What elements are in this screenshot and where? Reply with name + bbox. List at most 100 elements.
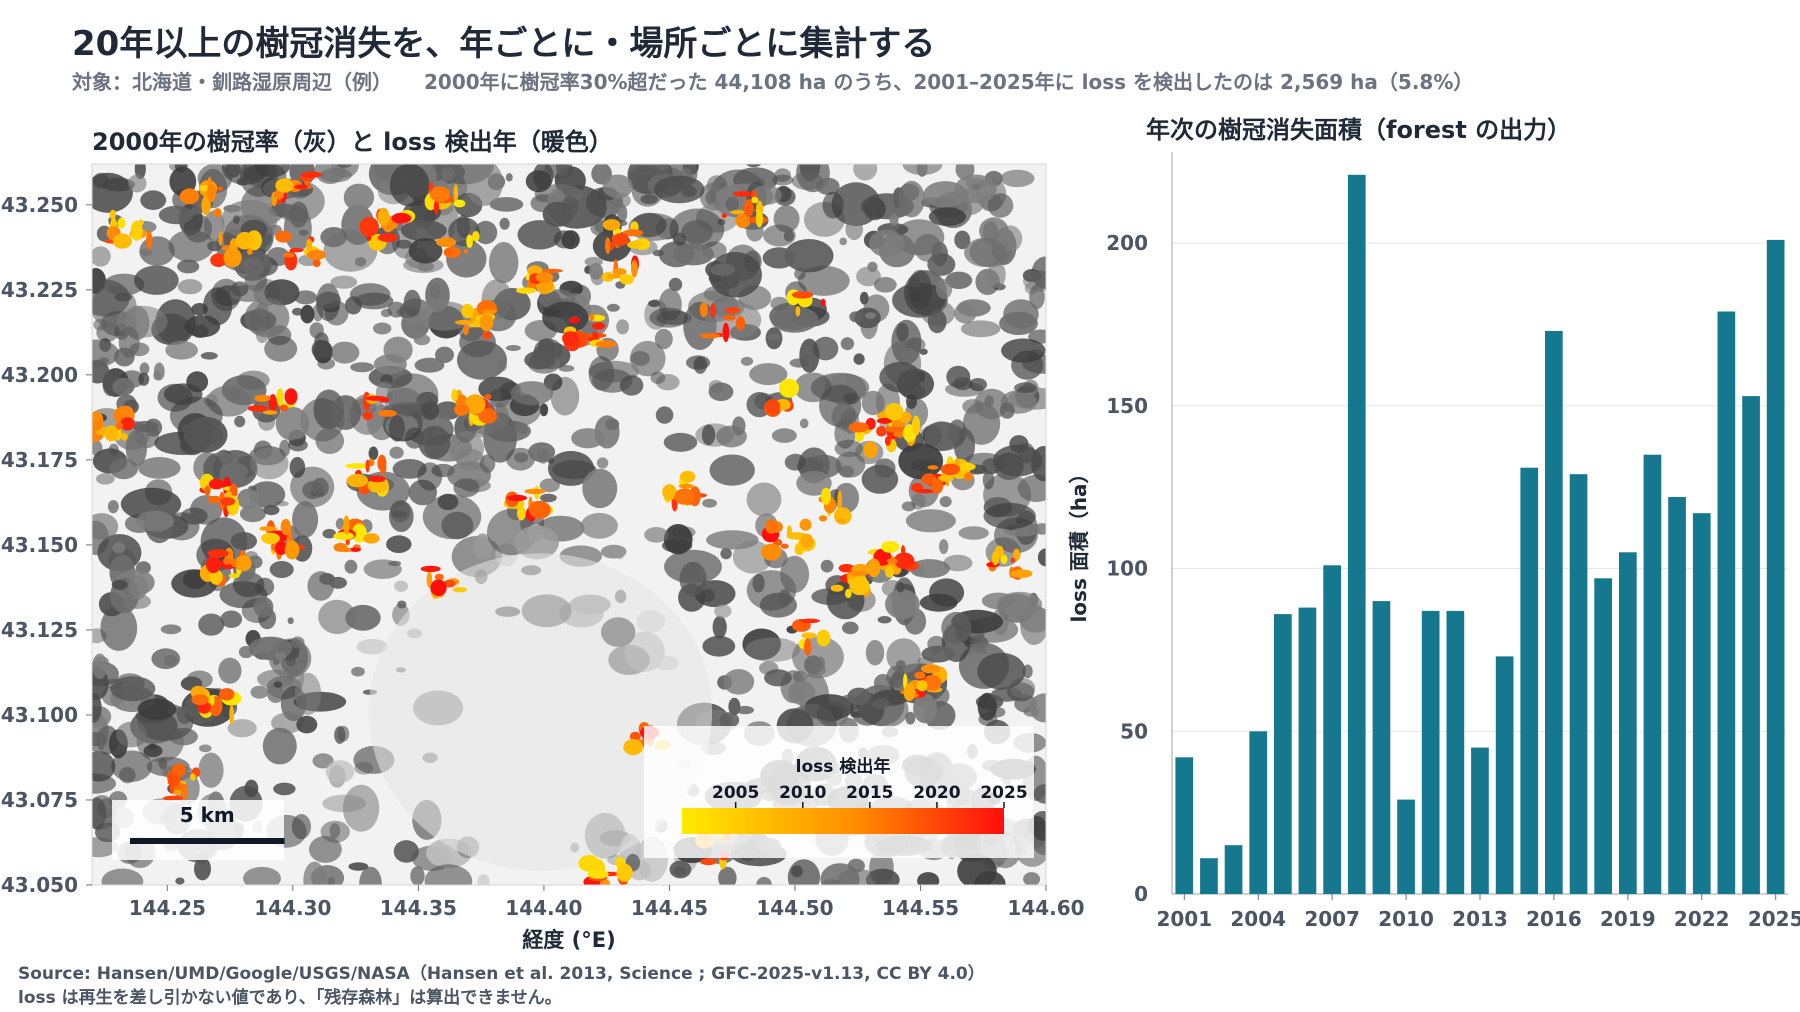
loss-patch — [541, 268, 564, 273]
canopy-patch — [924, 421, 960, 452]
loss-patch — [838, 563, 855, 573]
loss-patch — [453, 199, 466, 208]
canopy-patch — [344, 559, 358, 574]
canopy-patch — [1025, 270, 1042, 282]
loss-patch — [365, 459, 370, 473]
canopy-patch — [198, 752, 224, 788]
loss-patch — [876, 426, 887, 437]
loss-patch — [464, 394, 486, 415]
page-title: 20年以上の樹冠消失を、年ごとに・場所ごとに集計する — [72, 24, 936, 64]
loss-patch — [209, 695, 215, 706]
canopy-patch — [115, 721, 148, 748]
canopy-patch — [745, 637, 801, 662]
colorbar-gradient — [682, 808, 1004, 834]
canopy-patch — [921, 645, 955, 663]
bar-2022 — [1692, 513, 1711, 894]
loss-patch — [605, 237, 611, 254]
loss-patch — [118, 405, 134, 418]
bar-2007 — [1323, 565, 1341, 894]
loss-patch — [454, 403, 470, 416]
canopy-patch — [617, 204, 628, 223]
canopy-patch — [128, 174, 147, 193]
canopy-patch — [561, 196, 579, 217]
canopy-patch — [946, 365, 971, 388]
scale-bar-line — [130, 838, 285, 844]
loss-patch — [678, 483, 694, 489]
map-y-tick-label: 43.250 — [1, 193, 78, 217]
loss-patch — [723, 315, 736, 321]
canopy-patch — [435, 346, 454, 363]
loss-patch — [612, 233, 630, 246]
canopy-patch — [325, 760, 355, 784]
canopy-patch — [218, 657, 242, 684]
canopy-patch — [125, 430, 147, 467]
bar-x-tick-label: 2007 — [1304, 907, 1360, 931]
canopy-patch — [605, 418, 620, 431]
canopy-patch — [957, 853, 997, 885]
canopy-patch — [837, 868, 877, 885]
loss-patch — [306, 249, 327, 260]
map-x-tick-label: 144.45 — [631, 896, 708, 920]
loss-patch — [801, 632, 817, 639]
loss-patch — [223, 557, 231, 565]
loss-patch — [903, 683, 916, 702]
loss-patch — [700, 858, 717, 866]
canopy-patch — [234, 415, 246, 428]
loss-patch — [430, 579, 447, 597]
canopy-patch — [184, 315, 221, 338]
canopy-patch — [648, 299, 661, 308]
canopy-patch — [112, 542, 126, 554]
bar-2012 — [1446, 610, 1465, 894]
loss-patch — [991, 551, 1000, 566]
loss-patch — [230, 558, 237, 567]
loss-patch — [345, 463, 368, 469]
canopy-patch — [397, 600, 407, 609]
loss-patch — [120, 432, 128, 441]
canopy-patch — [928, 207, 967, 227]
canopy-patch — [453, 478, 480, 498]
loss-patch — [779, 378, 799, 398]
canopy-patch — [999, 402, 1015, 419]
loss-patch — [800, 618, 820, 624]
loss-patch — [629, 731, 641, 742]
loss-patch — [229, 704, 235, 725]
loss-patch — [163, 795, 184, 801]
canopy-patch — [219, 462, 249, 481]
canopy-patch — [996, 591, 1043, 618]
bar-x-tick-label: 2022 — [1674, 907, 1730, 931]
loss-patch — [263, 410, 278, 415]
loss-patch — [722, 322, 730, 342]
colorbar-title: loss 検出年 — [796, 756, 891, 777]
canopy-patch — [388, 415, 405, 442]
loss-patch — [206, 183, 217, 203]
loss-patch — [592, 322, 606, 330]
canopy-patch — [615, 546, 625, 560]
bar-2023 — [1717, 311, 1736, 894]
loss-patch — [207, 495, 223, 504]
canopy-patch — [764, 669, 792, 687]
canopy-patch — [111, 579, 128, 590]
canopy-patch — [1014, 382, 1037, 394]
loss-patch — [578, 855, 600, 872]
subtitle-stat: 2000年に樹冠率30%超だった 44,108 ha のうち、2001–2025… — [424, 70, 1474, 94]
loss-patch — [751, 196, 759, 204]
loss-patch — [848, 422, 869, 433]
canopy-patch — [456, 448, 485, 471]
loss-patch — [179, 188, 200, 205]
canopy-patch — [101, 868, 144, 885]
canopy-patch — [92, 751, 116, 782]
canopy-patch — [701, 424, 716, 446]
canopy-patch — [853, 353, 865, 365]
canopy-patch — [885, 589, 920, 620]
loss-patch — [743, 199, 754, 217]
canopy-patch — [1029, 693, 1046, 723]
scale-bar-label: 5 km — [180, 803, 235, 827]
canopy-patch — [789, 358, 809, 368]
canopy-patch — [712, 615, 727, 639]
map-x-tick-label: 144.40 — [505, 896, 582, 920]
canopy-patch — [92, 246, 111, 267]
loss-patch — [964, 472, 973, 482]
source-line: Source: Hansen/UMD/Google/USGS/NASA（Hans… — [18, 964, 985, 984]
loss-patch — [609, 240, 615, 251]
